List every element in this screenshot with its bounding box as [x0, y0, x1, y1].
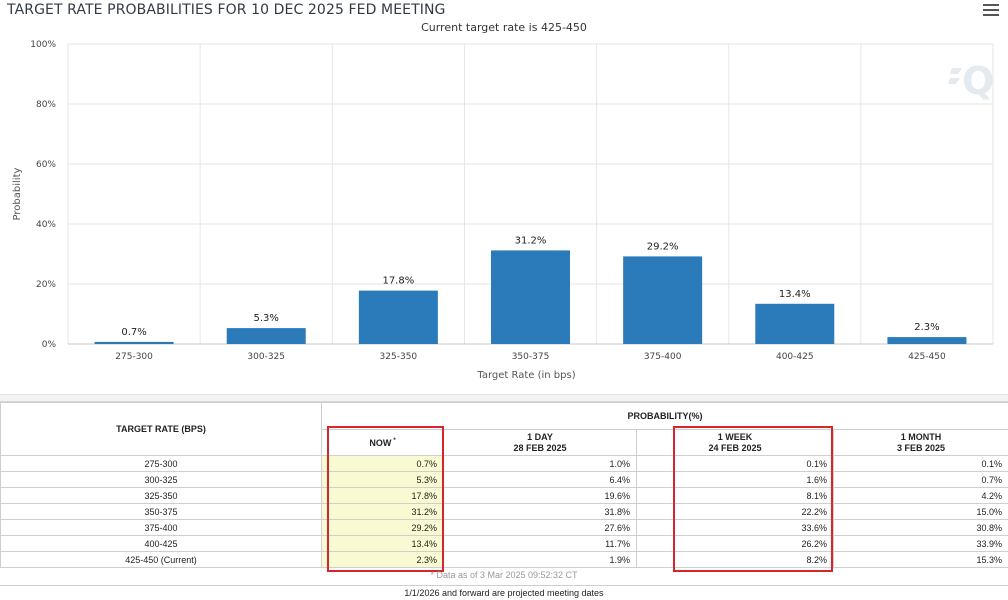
bar-350-375	[491, 250, 570, 344]
bar-value-label: 5.3%	[254, 313, 279, 324]
table-row: 350-375 31.2% 31.8% 22.2% 15.0%	[0, 503, 1008, 520]
logo-q-icon: Q	[948, 59, 994, 104]
rate-cell: 350-375	[0, 503, 322, 520]
table-row: 375-400 29.2% 27.6% 33.6% 30.8%	[0, 519, 1008, 536]
column-header-now: NOW *	[321, 429, 444, 456]
y-tick-label: 40%	[36, 220, 56, 230]
one-week-cell: 0.1%	[636, 455, 834, 472]
y-axis-title: Probability	[12, 167, 23, 220]
bar-value-label: 17.8%	[382, 276, 414, 287]
rate-cell: 400-425	[0, 535, 322, 552]
bar-425-450	[887, 337, 967, 344]
now-cell: 2.3%	[321, 551, 444, 568]
bar-300-325	[226, 328, 306, 344]
x-axis-title: Target Rate (in bps)	[476, 370, 575, 381]
one-month-cell: 4.2%	[833, 487, 1008, 504]
chart-title: TARGET RATE PROBABILITIES FOR 10 DEC 202…	[7, 2, 446, 18]
x-tick-label: 425-450	[908, 352, 946, 362]
one-month-cell: 33.9%	[833, 535, 1008, 552]
bar-value-label: 13.4%	[779, 289, 811, 300]
one-week-cell: 1.6%	[636, 471, 834, 488]
one-day-cell: 11.7%	[443, 535, 637, 552]
target-rate-header: TARGET RATE (BPS)	[0, 402, 322, 456]
y-tick-label: 100%	[30, 40, 56, 50]
y-tick-label: 20%	[36, 280, 56, 290]
now-cell: 17.8%	[321, 487, 444, 504]
one-month-cell: 0.7%	[833, 471, 1008, 488]
bar-value-label: 31.2%	[515, 235, 547, 246]
y-tick-label: 80%	[36, 100, 56, 110]
bar-375-400	[623, 256, 703, 344]
one-month-cell: 0.1%	[833, 455, 1008, 472]
one-month-cell: 15.3%	[833, 551, 1008, 568]
one-week-cell: 8.2%	[636, 551, 834, 568]
one-week-cell: 22.2%	[636, 503, 834, 520]
column-header-1-day: 1 DAY 28 FEB 2025	[443, 429, 637, 456]
rate-cell: 325-350	[0, 487, 322, 504]
rate-cell: 275-300	[0, 455, 322, 472]
table-row: 300-325 5.3% 6.4% 1.6% 0.7%	[0, 471, 1008, 488]
now-cell: 5.3%	[321, 471, 444, 488]
data-timestamp-note: * Data as of 3 Mar 2025 09:52:32 CT	[430, 570, 578, 580]
x-tick-label: 400-425	[776, 352, 814, 362]
chart-subtitle: Current target rate is 425-450	[421, 21, 587, 34]
hamburger-menu-icon[interactable]	[983, 4, 999, 18]
rate-cell: 300-325	[0, 471, 322, 488]
one-day-cell: 27.6%	[443, 519, 637, 536]
probability-header: PROBABILITY(%)	[321, 402, 1008, 430]
bar-400-425	[755, 303, 835, 344]
x-tick-label: 300-325	[247, 352, 285, 362]
now-cell: 0.7%	[321, 455, 444, 472]
y-tick-label: 0%	[42, 340, 57, 350]
column-header-1-month: 1 MONTH 3 FEB 2025	[833, 429, 1008, 456]
bar-value-label: 0.7%	[121, 327, 146, 338]
bar-value-label: 2.3%	[914, 322, 939, 333]
one-month-cell: 15.0%	[833, 503, 1008, 520]
chart-panel: 0% 20% 40% 60% 80% 100% 0.7% 275-300 5.3% 300-325…	[7, 2, 999, 381]
probability-table-panel: TARGET RATE (BPS) PROBABILITY(%) NOW * 1 …	[0, 402, 1008, 600]
column-header-1-week: 1 WEEK 24 FEB 2025	[636, 429, 834, 456]
x-tick-label: 350-375	[512, 352, 550, 362]
y-tick-label: 60%	[36, 160, 56, 170]
now-cell: 31.2%	[321, 503, 444, 520]
now-cell: 29.2%	[321, 519, 444, 536]
one-month-cell: 30.8%	[833, 519, 1008, 536]
one-week-cell: 8.1%	[636, 487, 834, 504]
table-row: 425-450 (Current) 2.3% 1.9% 8.2% 15.3%	[0, 551, 1008, 568]
column-header-row: NOW * 1 DAY 28 FEB 2025 1 WEEK 24 FEB 2025 …	[1, 429, 1008, 456]
one-day-cell: 31.8%	[443, 503, 637, 520]
one-week-cell: 26.2%	[636, 535, 834, 552]
bar-chart: 0% 20% 40% 60% 80% 100% 0.7% 275-300 5.3% 300-325…	[12, 40, 994, 381]
probability-table: TARGET RATE (BPS) PROBABILITY(%) NOW * 1 …	[0, 402, 1008, 568]
one-day-cell: 1.9%	[443, 551, 637, 568]
one-day-cell: 6.4%	[443, 471, 637, 488]
projected-dates-note: 1/1/2026 and forward are projected meeti…	[0, 585, 1008, 600]
x-tick-label: 275-300	[115, 352, 153, 362]
rate-cell: 425-450 (Current)	[0, 551, 322, 568]
one-day-cell: 19.6%	[443, 487, 637, 504]
one-day-cell: 1.0%	[443, 455, 637, 472]
bar-325-350	[358, 290, 438, 344]
table-row: 325-350 17.8% 19.6% 8.1% 4.2%	[0, 487, 1008, 504]
x-tick-label: 375-400	[644, 352, 682, 362]
one-week-cell: 33.6%	[636, 519, 834, 536]
svg-text:Q: Q	[962, 60, 994, 100]
bar-275-300	[94, 341, 174, 344]
x-tick-label: 325-350	[380, 352, 418, 362]
rate-cell: 375-400	[0, 519, 322, 536]
bar-value-label: 29.2%	[647, 241, 679, 252]
table-row: 275-300 0.7% 1.0% 0.1% 0.1%	[0, 455, 1008, 472]
section-divider	[0, 394, 1008, 402]
now-cell: 13.4%	[321, 535, 444, 552]
table-row: 400-425 13.4% 11.7% 26.2% 33.9%	[0, 535, 1008, 552]
